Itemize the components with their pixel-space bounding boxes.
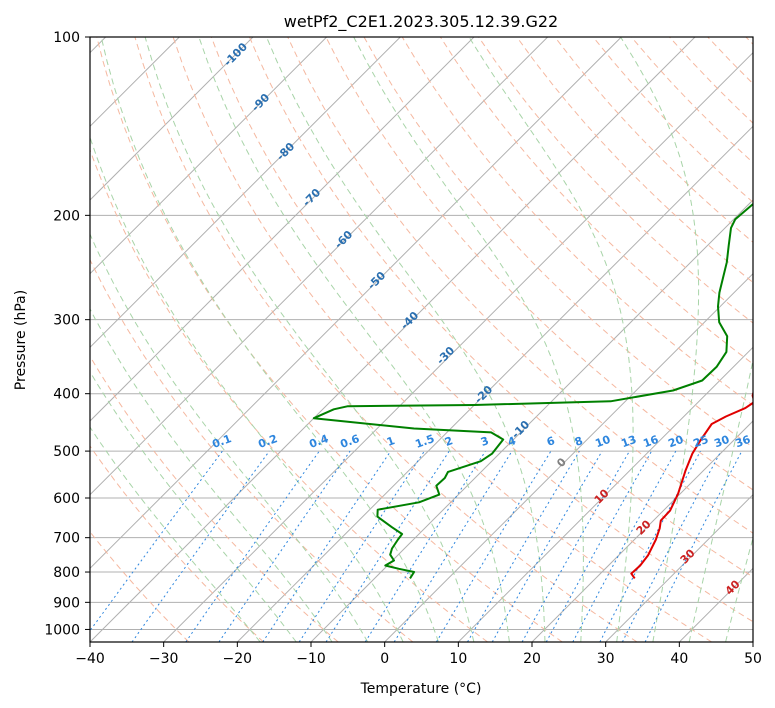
mixing-ratio-line: [644, 450, 743, 642]
mixing-ratio-line: [364, 450, 486, 642]
moist-adiabat: [100, 37, 439, 642]
mixing-ratio-line: [185, 450, 320, 642]
isotherm-line: [90, 37, 254, 201]
mixing-ratio-label: 3: [479, 434, 491, 449]
plot-frame: [89, 36, 754, 643]
dry-adiabat: [249, 37, 753, 578]
moist-adiabat: [688, 358, 753, 642]
dry-adiabat: [325, 37, 753, 491]
dry-adiabat: [516, 37, 753, 284]
dry-adiabat: [90, 258, 414, 642]
mixing-ratio-label: 8: [573, 434, 585, 449]
y-axis-title: Pressure (hPa): [13, 290, 29, 390]
mixing-ratio-line: [90, 450, 223, 632]
x-tick-label: 50: [744, 651, 762, 667]
mixing-ratio-label: 2: [443, 434, 455, 449]
mixing-ratio-line: [393, 450, 513, 642]
x-tick-label: −30: [149, 651, 179, 667]
mixing-ratio-line: [435, 450, 552, 642]
mixing-ratio-line: [298, 450, 425, 642]
dry-adiabat: [172, 37, 712, 642]
isotherm-line: [90, 37, 622, 570]
mixing-ratio-label: 4: [506, 434, 518, 449]
mixing-ratio-label: 0.4: [307, 432, 330, 451]
isotherm-line: [163, 51, 753, 642]
moist-adiabat: [266, 37, 546, 642]
moist-adiabat: [620, 37, 700, 642]
y-tick-label: 800: [53, 565, 80, 581]
x-tick-label: 40: [670, 651, 688, 667]
mixing-ratio-label: 20: [666, 433, 685, 451]
y-tick-label: 300: [53, 313, 80, 329]
isotherm-line: [90, 37, 696, 642]
x-tick-label: 10: [449, 651, 467, 667]
moist-adiabat: [90, 233, 369, 642]
dry-adiabat: [287, 37, 753, 534]
isotherm-line: [236, 125, 753, 642]
mixing-ratio-line: [621, 450, 722, 642]
y-tick-label: 700: [53, 531, 80, 547]
moist-adiabat: [90, 135, 404, 642]
mixing-ratio-label: 1.5: [413, 432, 436, 451]
moist-adiabat: [198, 37, 510, 642]
x-tick-label: −40: [75, 651, 105, 667]
mixing-ratio-line: [467, 450, 580, 642]
chart-title: wetPf2_C2E1.2023.305.12.39.G22: [284, 12, 558, 32]
isotherm-line: [605, 493, 753, 642]
temperature-profile-line: [630, 390, 753, 579]
isotherm-line: [457, 346, 753, 642]
moist-adiabat: [353, 37, 584, 642]
mixing-ratio-label: 36: [733, 433, 752, 451]
moist-adiabat: [90, 370, 297, 642]
mixing-ratio-line: [521, 450, 630, 642]
dry-adiabat: [96, 37, 563, 642]
isotherm-line: [90, 37, 549, 496]
mixing-ratio-label: 0.1: [210, 432, 233, 451]
mixing-ratio-label: 13: [619, 433, 638, 450]
mixing-ratio-label: 0.6: [338, 432, 361, 451]
y-tick-label: 1000: [44, 622, 80, 638]
moist-adiabat: [90, 426, 261, 642]
mixing-ratio-line: [491, 450, 603, 642]
dry-adiabat: [90, 445, 264, 642]
mixing-ratio-label: 6: [545, 434, 557, 449]
x-tick-label: 30: [597, 651, 615, 667]
mixing-ratio-line: [572, 450, 677, 642]
isotherm-line: [90, 37, 328, 275]
mixing-ratio-label: 25: [691, 433, 710, 450]
y-tick-label: 200: [53, 208, 80, 224]
isotherm-line: [310, 199, 753, 642]
x-tick-label: −20: [223, 651, 253, 667]
x-tick-label: 20: [523, 651, 541, 667]
mixing-ratio-line: [325, 450, 450, 642]
mixing-ratio-label: 16: [641, 433, 660, 451]
mixing-ratio-label: 30: [712, 433, 731, 451]
y-tick-label: 100: [53, 30, 80, 46]
mixing-ratio-label: 1: [385, 434, 397, 449]
mixing-ratio-line: [545, 450, 653, 642]
isotherm-line: [384, 272, 753, 642]
y-tick-label: 600: [53, 491, 80, 507]
isotherm-line: [90, 37, 475, 422]
x-tick-label: −10: [296, 651, 326, 667]
dewpoint-profile-line: [312, 202, 753, 579]
mixing-ratio-label: 10: [593, 433, 612, 451]
mixing-ratio-line: [131, 450, 270, 642]
mixing-ratio-label: 0.2: [256, 432, 279, 451]
moist-adiabat: [725, 536, 753, 642]
dry-adiabat: [134, 37, 638, 642]
moist-adiabat: [90, 307, 333, 642]
dry-adiabat: [210, 37, 753, 623]
isotherm-line: [531, 420, 753, 642]
x-tick-label: 0: [380, 651, 389, 667]
y-tick-label: 900: [53, 595, 80, 611]
y-tick-label: 500: [53, 444, 80, 460]
y-tick-label: 400: [53, 387, 80, 403]
moist-adiabat: [144, 37, 475, 642]
x-axis-title: Temperature (°C): [360, 681, 482, 697]
